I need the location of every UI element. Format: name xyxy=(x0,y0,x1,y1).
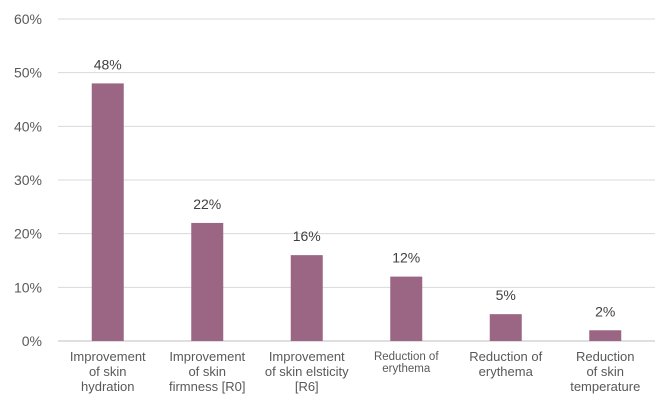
category-labels: Improvement of skin hydration Improvement of… xyxy=(70,349,640,394)
x-tick-label: Reduction of erythema xyxy=(374,351,439,375)
bar xyxy=(589,330,622,341)
bar xyxy=(390,276,423,341)
bar xyxy=(91,83,124,342)
data-label: 16% xyxy=(293,228,321,244)
data-labels: 48% 22% 16% 12% 5% 2% xyxy=(94,56,616,319)
x-tick-label: Reduction of skin temperature xyxy=(570,349,640,394)
x-tick-label: Reduction of erythema xyxy=(469,349,542,379)
bars xyxy=(91,83,622,342)
gridlines xyxy=(58,18,655,342)
data-label: 2% xyxy=(595,303,615,319)
y-tick-label: 30% xyxy=(14,172,42,188)
x-tick-label: Improvement of skin firmness [R0] xyxy=(169,349,246,394)
y-tick-label: 20% xyxy=(14,226,42,242)
data-label: 48% xyxy=(94,56,122,72)
x-tick-label: Improvement of skin elsticity [R6] xyxy=(265,349,349,394)
y-tick-label: 0% xyxy=(22,333,42,349)
y-axis-tick-labels: 0% 10% 20% 30% 40% 50% 60% xyxy=(14,11,42,349)
y-tick-label: 60% xyxy=(14,11,42,27)
bar xyxy=(290,255,323,341)
y-tick-label: 40% xyxy=(14,118,42,134)
bar xyxy=(489,314,522,341)
data-label: 5% xyxy=(496,287,516,303)
y-tick-label: 50% xyxy=(14,65,42,81)
y-tick-label: 10% xyxy=(14,279,42,295)
bar xyxy=(191,222,224,341)
x-tick-label: Improvement of skin hydration xyxy=(70,349,146,394)
data-label: 12% xyxy=(392,250,420,266)
data-label: 22% xyxy=(193,196,221,212)
